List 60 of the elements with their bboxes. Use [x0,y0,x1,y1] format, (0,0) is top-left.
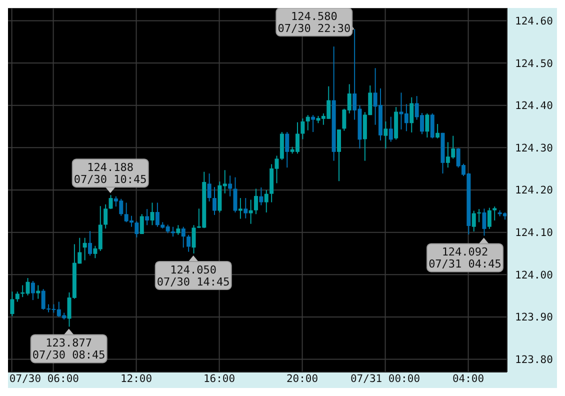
candlestick [108,194,113,210]
candlestick [207,172,212,202]
candlestick [436,123,440,139]
candlestick [384,120,388,150]
y-tick-label: 124.00 [515,269,553,282]
candlestick [145,208,150,226]
y-tick-label: 123.90 [515,312,553,324]
candlestick [186,234,191,252]
candlestick [264,190,268,213]
candlestick [254,188,258,215]
x-tick-label: 07/30 06:00 [9,373,80,386]
y-tick-label: 124.10 [515,227,553,240]
candlestick [212,186,217,216]
y-tick-label: 124.30 [515,142,553,154]
x-tick-label: 12:00 [120,373,152,386]
candlestick [10,291,14,317]
candlestick [487,207,492,230]
candlestick [337,128,341,182]
candlestick [88,230,92,256]
candlestick [192,224,196,254]
y-tick-label: 124.50 [515,58,553,70]
candlestick [492,206,497,221]
annotation: 124.092 07/31 04:45 [428,246,502,271]
candlestick [477,208,482,223]
x-tick-label: 07/31 00:00 [350,373,420,386]
x-tick-label: 16:00 [203,373,236,386]
candlestick [140,214,144,235]
candlestick [150,202,154,226]
x-tick-label: 04:00 [452,373,484,386]
annotation: 123.877 07/30 08:45 [32,336,106,362]
annotation: 124.188 07/30 10:45 [74,161,147,186]
candlestick [300,118,305,140]
annotation: 124.050 07/30 14:45 [156,263,230,288]
candlestick [472,210,476,232]
y-tick-label: 124.20 [515,184,553,197]
candlestick [388,116,393,142]
candlestick [430,112,434,139]
candlestick [82,237,87,261]
candlestick [238,198,242,220]
candlestick [36,284,40,300]
candlestick [15,291,20,302]
candlestick [425,112,430,138]
candlestick [248,199,253,224]
candlestick [410,96,414,133]
candlestick [104,204,108,230]
y-tick-label: 124.60 [515,15,553,28]
x-tick-label: 20:00 [286,373,318,386]
candlestick [285,132,290,168]
y-tick-label: 124.40 [515,100,553,112]
candlestick [228,175,232,197]
candlestick [181,226,186,248]
candlestick [30,280,35,301]
candlestick [482,208,486,236]
candlestick [244,198,248,219]
candlestick [259,186,264,206]
y-tick-label: 123.80 [515,354,553,366]
candlestick [306,114,310,131]
candlestick [176,224,180,236]
candlestick [134,220,139,238]
candlestick [233,176,238,213]
